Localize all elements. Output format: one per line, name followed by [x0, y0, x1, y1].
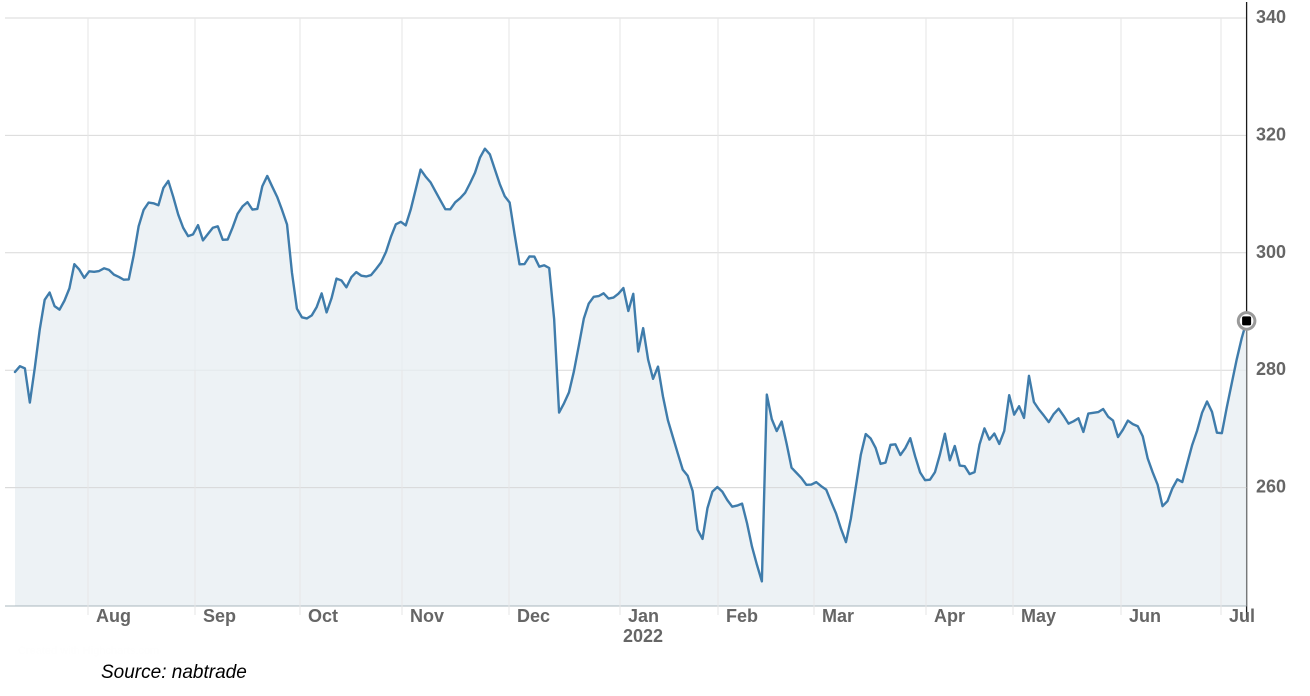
svg-text:340: 340 [1256, 7, 1286, 27]
svg-text:2022: 2022 [623, 626, 663, 646]
svg-text:Jan: Jan [628, 606, 659, 626]
svg-text:320: 320 [1256, 124, 1286, 144]
svg-text:260: 260 [1256, 477, 1286, 497]
svg-text:Jul: Jul [1229, 606, 1255, 626]
svg-text:May: May [1021, 606, 1056, 626]
svg-text:Oct: Oct [308, 606, 338, 626]
svg-text:Jun: Jun [1129, 606, 1161, 626]
svg-text:Sep: Sep [203, 606, 236, 626]
svg-text:Apr: Apr [934, 606, 965, 626]
svg-text:280: 280 [1256, 359, 1286, 379]
svg-text:Feb: Feb [726, 606, 758, 626]
svg-text:300: 300 [1256, 242, 1286, 262]
svg-text:Aug: Aug [96, 606, 131, 626]
svg-text:Nov: Nov [410, 606, 444, 626]
svg-text:Mar: Mar [822, 606, 854, 626]
svg-text:Dec: Dec [517, 606, 550, 626]
